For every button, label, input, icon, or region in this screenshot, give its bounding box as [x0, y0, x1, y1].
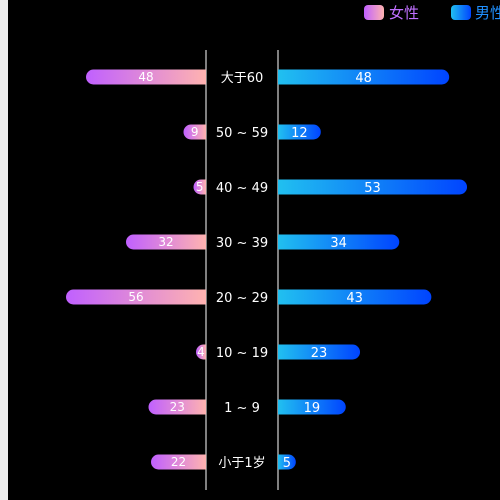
- chart-area: 女性 男性 48 9 5 32 56 4 23 22 48 12 53 34 43 23 19 5 大于60 5…: [8, 0, 500, 500]
- male-value-label: 23: [311, 346, 328, 361]
- female-bar: [193, 179, 206, 195]
- female-bar: [66, 289, 206, 305]
- male-bar: [278, 124, 321, 140]
- male-bar: [278, 234, 400, 250]
- category-label: 20 ~ 29: [216, 291, 268, 306]
- female-value-label: 4: [197, 345, 205, 359]
- category-label: 10 ~ 19: [216, 346, 268, 361]
- male-value-label: 5: [283, 456, 291, 471]
- legend: 女性 男性: [364, 4, 500, 22]
- female-series: 48 9 5 32 56 4 23 22: [66, 69, 206, 470]
- male-value-label: 19: [304, 401, 321, 416]
- category-label: 大于60: [221, 71, 264, 86]
- legend-label-female[interactable]: 女性: [389, 4, 419, 22]
- legend-swatch-female[interactable]: [364, 5, 384, 20]
- category-label: 40 ~ 49: [216, 181, 268, 196]
- category-label: 1 ~ 9: [224, 401, 260, 416]
- category-label: 50 ~ 59: [216, 126, 268, 141]
- male-bar: [278, 344, 361, 360]
- female-value-label: 22: [171, 455, 186, 469]
- category-label: 30 ~ 39: [216, 236, 268, 251]
- legend-swatch-male[interactable]: [451, 5, 471, 20]
- female-bar: [183, 124, 206, 140]
- female-value-label: 48: [138, 70, 153, 84]
- female-bar: [196, 344, 206, 360]
- female-bar: [151, 454, 206, 470]
- female-value-label: 9: [191, 125, 199, 139]
- male-value-label: 48: [355, 71, 372, 86]
- category-labels: 大于60 50 ~ 59 40 ~ 49 30 ~ 39 20 ~ 29 10 ~ 19 1…: [216, 71, 268, 471]
- female-value-label: 23: [170, 400, 185, 414]
- female-value-label: 32: [158, 235, 173, 249]
- male-value-label: 53: [364, 181, 381, 196]
- male-bar: [278, 179, 468, 195]
- male-value-label: 34: [330, 236, 347, 251]
- legend-label-male[interactable]: 男性: [475, 4, 500, 22]
- male-bar: [278, 454, 296, 470]
- male-bar: [278, 399, 346, 415]
- male-bar: [278, 69, 450, 85]
- male-value-label: 43: [346, 291, 363, 306]
- male-bar: [278, 289, 432, 305]
- male-series: 48 12 53 34 43 23 19 5: [278, 69, 468, 471]
- female-value-label: 5: [196, 180, 204, 194]
- female-bar: [126, 234, 206, 250]
- female-bar: [148, 399, 206, 415]
- male-value-label: 12: [291, 126, 308, 141]
- female-bar: [86, 69, 206, 85]
- female-value-label: 56: [128, 290, 143, 304]
- butterfly-bar-chart: 女性 男性 48 9 5 32 56 4 23 22 48 12 53 34 43 23 19 5 大于60 5…: [66, 4, 500, 490]
- category-label: 小于1岁: [218, 456, 265, 471]
